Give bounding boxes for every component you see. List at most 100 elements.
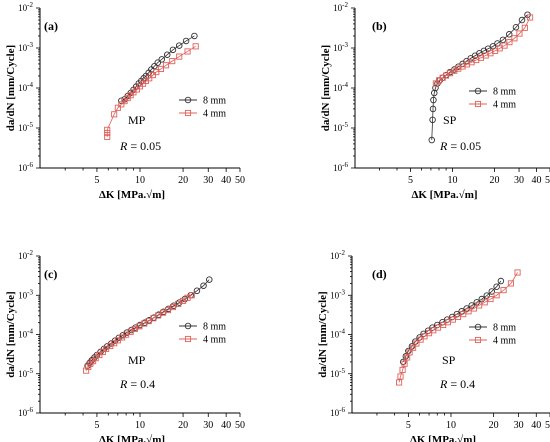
- data-point: [193, 287, 201, 295]
- data-point: [507, 280, 514, 287]
- x-tick-label: 20: [489, 420, 499, 431]
- y-tick-label: 10-2: [333, 1, 348, 13]
- y-axis-title: da/dN [mm/Cycle]: [5, 291, 17, 377]
- data-point: [170, 302, 177, 310]
- ratio-label: R = 0.05: [439, 139, 481, 153]
- x-axis-title: ΔK [MPa.√m]: [99, 434, 165, 442]
- legend-marker: [184, 335, 192, 343]
- y-tick-label: 10-3: [18, 41, 33, 53]
- data-point: [514, 269, 521, 276]
- data-point: [505, 31, 513, 38]
- data-point: [410, 344, 417, 351]
- x-tick-label: 20: [178, 420, 188, 431]
- x-tick-label: 5: [408, 175, 413, 186]
- data-point: [428, 136, 436, 144]
- y-tick-label: 10-6: [333, 161, 348, 173]
- x-tick-label: 30: [203, 420, 213, 431]
- data-point: [455, 65, 462, 72]
- y-tick-label: 10-6: [18, 406, 33, 418]
- x-tick-label: 5: [94, 175, 99, 186]
- material-label: MP: [128, 113, 146, 127]
- y-tick-label: 10-6: [330, 406, 345, 418]
- data-point: [481, 299, 488, 306]
- data-point: [396, 379, 403, 386]
- data-point: [429, 105, 437, 113]
- data-point: [206, 276, 213, 283]
- material-label: SP: [442, 353, 456, 367]
- chart-panel-d: 5 10 20 30 40 50 10-6 10-5 10-4 10-3 10-2 ΔK [MPa.√…: [317, 249, 550, 442]
- data-point: [182, 37, 190, 45]
- x-tick-label: 30: [203, 175, 213, 186]
- data-point: [429, 116, 436, 124]
- x-tick-label: 10: [448, 175, 458, 186]
- y-axis-title: da/dN [mm/Cycle]: [320, 45, 332, 131]
- y-tick-label: 10-5: [18, 121, 33, 133]
- y-tick-label: 10-4: [333, 81, 348, 93]
- data-point: [176, 53, 183, 60]
- legend-label: 4 mm: [203, 109, 226, 120]
- x-tick-label: 40: [531, 175, 541, 186]
- data-point: [118, 101, 125, 108]
- data-point: [104, 126, 111, 133]
- legend-label: 4 mm: [203, 335, 226, 346]
- data-point: [158, 56, 166, 63]
- data-point: [111, 111, 118, 118]
- data-point: [169, 304, 177, 311]
- y-tick-label: 10-3: [18, 288, 33, 300]
- material-label: MP: [128, 353, 146, 367]
- data-point: [114, 104, 121, 111]
- data-point: [399, 358, 407, 366]
- data-point: [200, 282, 207, 289]
- y-axis-title: da/dN [mm/Cycle]: [5, 45, 17, 131]
- x-tick-label: 10: [446, 420, 456, 431]
- y-tick-label: 10-5: [330, 367, 345, 379]
- y-tick-label: 10-3: [333, 41, 348, 53]
- data-point: [397, 373, 404, 380]
- data-point: [521, 24, 528, 31]
- legend-label: 8 mm: [203, 322, 226, 333]
- y-tick-label: 10-4: [330, 328, 345, 340]
- data-point: [516, 30, 523, 37]
- data-point: [512, 24, 520, 31]
- data-point: [191, 32, 198, 40]
- data-point: [430, 96, 437, 104]
- data-point: [463, 61, 471, 68]
- data-point: [487, 296, 494, 303]
- data-point: [118, 97, 125, 105]
- legend-marker: [474, 87, 482, 95]
- y-tick-label: 10-2: [18, 1, 33, 13]
- x-tick-label: 20: [178, 175, 188, 186]
- x-tick-label: 10: [135, 175, 145, 186]
- data-point: [417, 336, 424, 343]
- x-tick-label: 10: [135, 420, 145, 431]
- data-point: [493, 292, 500, 299]
- y-tick-label: 10-2: [18, 249, 33, 261]
- legend-marker: [474, 336, 482, 344]
- data-point: [175, 300, 182, 308]
- data-point: [488, 288, 496, 295]
- data-point: [459, 63, 466, 70]
- y-tick-label: 10-5: [333, 121, 348, 133]
- data-point: [405, 347, 412, 355]
- chart-panel-c: 5 10 20 30 40 50 10-6 10-5 10-4 10-3 10-2 ΔK [MPa.√…: [5, 249, 245, 442]
- data-point: [401, 360, 408, 367]
- ratio-label: R = 0.4: [119, 377, 155, 391]
- x-tick-label: 50: [545, 175, 550, 186]
- data-point: [175, 42, 183, 49]
- data-point: [476, 302, 483, 309]
- x-tick-label: 20: [489, 175, 499, 186]
- y-tick-label: 10-4: [18, 328, 33, 340]
- data-point: [500, 287, 507, 294]
- data-point: [402, 352, 410, 360]
- data-point: [501, 42, 508, 49]
- data-point: [518, 16, 526, 24]
- y-axis-title: da/dN [mm/Cycle]: [317, 291, 329, 377]
- data-point: [184, 48, 191, 55]
- chart-panel-a: 5 10 20 30 40 50 10-6 10-5 10-4 10-3 10-2 ΔK [MPa.√…: [5, 1, 245, 201]
- legend-marker: [184, 96, 192, 104]
- y-tick-label: 10-4: [18, 81, 33, 93]
- data-point: [493, 283, 500, 290]
- data-point: [104, 129, 111, 137]
- ratio-label: R = 0.4: [439, 377, 475, 391]
